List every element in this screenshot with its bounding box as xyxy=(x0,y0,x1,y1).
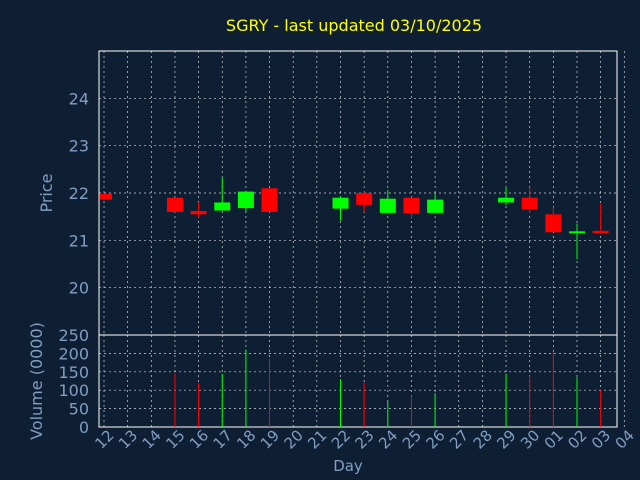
price-axis-label: Price xyxy=(37,173,56,212)
price-axis-ticks: 20 21 22 23 24 xyxy=(69,89,89,297)
volume-tick-label: 150 xyxy=(58,363,89,382)
candle-body xyxy=(569,231,585,234)
x-tick-label: 26 xyxy=(422,426,448,452)
x-axis-label: Day xyxy=(333,457,363,475)
x-tick-label: 20 xyxy=(281,426,307,452)
chart-title: SGRY - last updated 03/10/2025 xyxy=(226,16,482,35)
price-tick-label: 24 xyxy=(69,89,89,108)
candles xyxy=(100,177,609,260)
candle-body xyxy=(498,197,515,203)
candle-body xyxy=(214,202,231,211)
volume-tick-label: 0 xyxy=(79,418,89,437)
price-tick-label: 20 xyxy=(69,279,89,298)
x-tick-label: 23 xyxy=(351,426,377,452)
x-tick-label: 01 xyxy=(541,426,567,452)
candle-body xyxy=(190,210,207,215)
candle-body xyxy=(100,193,112,200)
x-tick-label: 02 xyxy=(564,426,590,452)
candle-body xyxy=(166,197,183,212)
x-tick-label: 18 xyxy=(233,426,259,452)
candle-body xyxy=(403,197,420,214)
x-tick-label: 17 xyxy=(210,426,236,452)
x-tick-label: 28 xyxy=(470,426,496,452)
candle-body xyxy=(237,191,254,209)
x-tick-label: 24 xyxy=(375,426,401,452)
candle-body xyxy=(261,188,278,212)
x-tick-label: 14 xyxy=(139,426,165,452)
x-tick-label: 15 xyxy=(162,426,188,452)
volume-tick-label: 50 xyxy=(69,400,89,419)
x-axis-ticks: 1213141516171819202122232425262728293001… xyxy=(91,426,638,452)
candle-body xyxy=(592,230,609,234)
x-tick-label: 19 xyxy=(257,426,283,452)
volume-bars xyxy=(174,349,602,427)
x-tick-label: 13 xyxy=(115,426,141,452)
candle-body xyxy=(332,197,349,209)
candle-body xyxy=(356,193,373,205)
x-tick-label: 16 xyxy=(186,426,212,452)
x-tick-label: 22 xyxy=(328,426,354,452)
volume-panel-frame xyxy=(98,334,618,428)
x-tick-label: 12 xyxy=(91,426,117,452)
candle-body xyxy=(521,197,538,210)
candle-body xyxy=(379,198,396,213)
candle-body xyxy=(427,199,444,213)
x-tick-label: 04 xyxy=(612,426,638,452)
volume-tick-label: 250 xyxy=(58,326,89,345)
volume-axis-label: Volume (0000) xyxy=(27,322,46,440)
x-tick-label: 21 xyxy=(304,426,330,452)
x-tick-label: 27 xyxy=(446,426,472,452)
price-tick-label: 22 xyxy=(69,184,89,203)
x-tick-label: 30 xyxy=(517,426,543,452)
price-grid xyxy=(99,51,625,335)
volume-tick-label: 100 xyxy=(58,381,89,400)
volume-tick-label: 200 xyxy=(58,344,89,363)
x-tick-label: 29 xyxy=(493,426,519,452)
x-tick-label: 25 xyxy=(399,426,425,452)
price-tick-label: 23 xyxy=(69,137,89,156)
x-tick-label: 03 xyxy=(588,426,614,452)
price-tick-label: 21 xyxy=(69,231,89,250)
candle-body xyxy=(545,214,562,233)
volume-grid xyxy=(99,335,625,427)
